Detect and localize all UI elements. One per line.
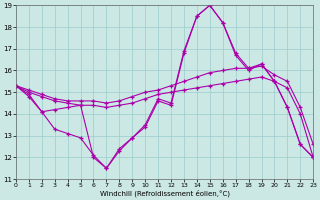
X-axis label: Windchill (Refroidissement éolien,°C): Windchill (Refroidissement éolien,°C) [100, 190, 229, 197]
